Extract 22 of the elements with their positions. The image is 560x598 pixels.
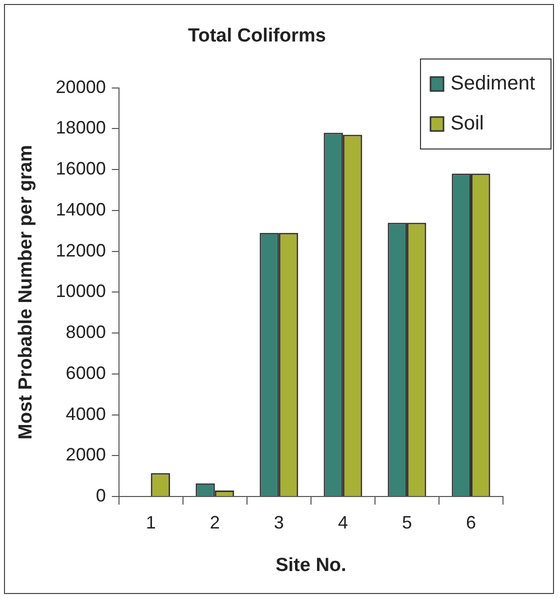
legend-label: Soil bbox=[450, 112, 484, 135]
y-tick-label: 16000 bbox=[56, 158, 106, 179]
y-tick-label: 14000 bbox=[56, 199, 106, 220]
x-tick-label: 1 bbox=[146, 512, 156, 532]
y-tick-label: 0 bbox=[96, 486, 106, 506]
y-tick-label: 8000 bbox=[66, 322, 106, 342]
x-tick-label: 5 bbox=[402, 512, 412, 532]
chart-title: Total Coliforms bbox=[188, 26, 326, 47]
y-tick-label: 18000 bbox=[56, 118, 106, 138]
x-axis-title: Site No. bbox=[276, 554, 346, 576]
y-tick-label: 6000 bbox=[66, 362, 106, 383]
y-tick-label: 20000 bbox=[56, 76, 106, 97]
y-tick-label: 10000 bbox=[56, 281, 106, 302]
x-tick-label: 2 bbox=[210, 512, 220, 532]
y-tick-label: 4000 bbox=[66, 404, 106, 424]
legend-label: Sediment bbox=[450, 72, 536, 95]
y-tick-label: 12000 bbox=[56, 240, 106, 260]
y-axis-title: Most Probable Number per gram bbox=[16, 144, 37, 440]
x-tick-label: 6 bbox=[466, 512, 476, 532]
x-tick-label: 4 bbox=[338, 512, 348, 532]
x-tick-label: 3 bbox=[274, 512, 284, 532]
y-tick-label: 2000 bbox=[66, 444, 106, 465]
